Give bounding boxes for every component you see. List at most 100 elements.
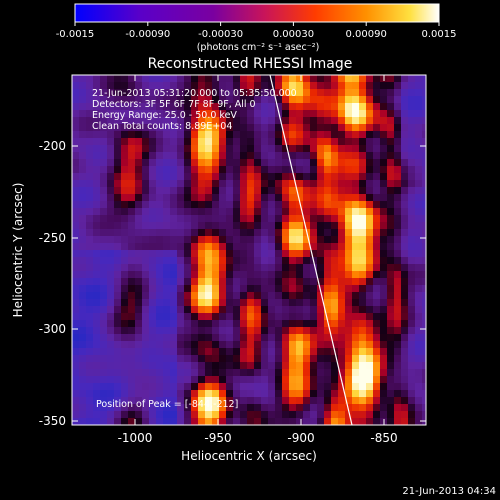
heatmap-pixel: [282, 341, 289, 348]
heatmap-pixel: [394, 159, 401, 166]
heatmap-pixel: [114, 418, 121, 425]
heatmap-pixel: [121, 145, 128, 152]
heatmap-pixel: [86, 236, 93, 243]
heatmap-pixel: [72, 355, 79, 362]
heatmap-pixel: [121, 320, 128, 327]
heatmap-pixel: [205, 173, 212, 180]
heatmap-pixel: [219, 390, 226, 397]
heatmap-pixel: [268, 117, 275, 124]
heatmap-pixel: [191, 390, 198, 397]
heatmap-pixel: [275, 145, 282, 152]
heatmap-pixel: [282, 250, 289, 257]
heatmap-pixel: [394, 145, 401, 152]
heatmap-pixel: [100, 89, 107, 96]
heatmap-pixel: [345, 264, 352, 271]
heatmap-pixel: [170, 369, 177, 376]
heatmap-pixel: [373, 313, 380, 320]
heatmap-pixel: [149, 390, 156, 397]
heatmap-pixel: [345, 215, 352, 222]
heatmap-pixel: [135, 180, 142, 187]
heatmap-pixel: [415, 348, 422, 355]
heatmap-pixel: [254, 222, 261, 229]
heatmap-pixel: [380, 82, 387, 89]
heatmap-pixel: [149, 250, 156, 257]
heatmap-pixel: [128, 362, 135, 369]
heatmap-pixel: [387, 334, 394, 341]
heatmap-pixel: [324, 180, 331, 187]
heatmap-pixel: [296, 229, 303, 236]
heatmap-pixel: [415, 313, 422, 320]
heatmap-pixel: [324, 285, 331, 292]
heatmap-pixel: [359, 313, 366, 320]
heatmap-pixel: [317, 201, 324, 208]
heatmap-pixel: [282, 103, 289, 110]
heatmap-pixel: [114, 208, 121, 215]
heatmap-pixel: [338, 390, 345, 397]
heatmap-pixel: [408, 411, 415, 418]
heatmap-pixel: [170, 306, 177, 313]
heatmap-pixel: [86, 313, 93, 320]
heatmap-pixel: [401, 117, 408, 124]
heatmap-pixel: [359, 278, 366, 285]
heatmap-pixel: [205, 292, 212, 299]
heatmap-pixel: [338, 250, 345, 257]
info-energy-range: Energy Range: 25.0 - 50.0 keV: [92, 110, 237, 121]
heatmap-pixel: [296, 152, 303, 159]
heatmap-pixel: [324, 334, 331, 341]
heatmap-pixel: [324, 145, 331, 152]
heatmap-pixel: [415, 75, 422, 82]
heatmap-pixel: [72, 264, 79, 271]
heatmap-pixel: [247, 264, 254, 271]
heatmap-pixel: [72, 390, 79, 397]
heatmap-pixel: [352, 369, 359, 376]
heatmap-pixel: [184, 208, 191, 215]
heatmap-pixel: [156, 250, 163, 257]
heatmap-pixel: [135, 306, 142, 313]
heatmap-pixel: [240, 411, 247, 418]
heatmap-pixel: [114, 348, 121, 355]
heatmap-pixel: [366, 243, 373, 250]
heatmap-pixel: [289, 334, 296, 341]
heatmap-pixel: [261, 236, 268, 243]
heatmap-pixel: [324, 313, 331, 320]
heatmap-pixel: [128, 264, 135, 271]
heatmap-pixel: [310, 418, 317, 425]
heatmap-pixel: [261, 201, 268, 208]
heatmap-pixel: [135, 89, 142, 96]
heatmap-pixel: [422, 285, 426, 292]
heatmap-pixel: [268, 250, 275, 257]
heatmap-pixel: [240, 257, 247, 264]
heatmap-pixel: [317, 103, 324, 110]
heatmap-pixel: [324, 222, 331, 229]
heatmap-pixel: [317, 138, 324, 145]
heatmap-pixel: [205, 180, 212, 187]
heatmap-pixel: [366, 152, 373, 159]
heatmap-pixel: [268, 299, 275, 306]
heatmap-pixel: [177, 278, 184, 285]
heatmap-pixel: [233, 187, 240, 194]
heatmap-pixel: [107, 103, 114, 110]
heatmap-pixel: [128, 271, 135, 278]
heatmap-pixel: [380, 243, 387, 250]
heatmap-pixel: [135, 229, 142, 236]
heatmap-pixel: [401, 362, 408, 369]
heatmap-pixel: [275, 250, 282, 257]
heatmap-pixel: [359, 229, 366, 236]
heatmap-pixel: [247, 369, 254, 376]
heatmap-pixel: [114, 397, 121, 404]
heatmap-pixel: [79, 201, 86, 208]
heatmap-pixel: [247, 411, 254, 418]
heatmap-pixel: [352, 299, 359, 306]
heatmap-pixel: [401, 82, 408, 89]
heatmap-pixel: [345, 208, 352, 215]
heatmap-pixel: [121, 201, 128, 208]
heatmap-pixel: [86, 348, 93, 355]
heatmap-pixel: [205, 383, 212, 390]
heatmap-pixel: [380, 264, 387, 271]
heatmap-pixel: [184, 257, 191, 264]
heatmap-pixel: [359, 152, 366, 159]
heatmap-pixel: [184, 145, 191, 152]
y-axis-label: Heliocentric Y (arcsec): [11, 183, 25, 318]
heatmap-pixel: [324, 159, 331, 166]
heatmap-pixel: [219, 418, 226, 425]
